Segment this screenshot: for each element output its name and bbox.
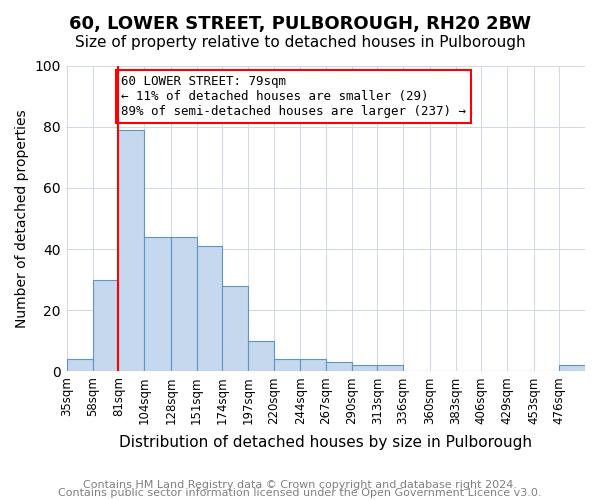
Bar bbox=[377, 366, 403, 372]
Bar bbox=[352, 366, 377, 372]
X-axis label: Distribution of detached houses by size in Pulborough: Distribution of detached houses by size … bbox=[119, 435, 532, 450]
Text: Contains public sector information licensed under the Open Government Licence v3: Contains public sector information licen… bbox=[58, 488, 542, 498]
Bar bbox=[274, 359, 301, 372]
Text: 60, LOWER STREET, PULBOROUGH, RH20 2BW: 60, LOWER STREET, PULBOROUGH, RH20 2BW bbox=[69, 15, 531, 33]
Bar bbox=[301, 359, 326, 372]
Text: Size of property relative to detached houses in Pulborough: Size of property relative to detached ho… bbox=[74, 35, 526, 50]
Bar bbox=[326, 362, 352, 372]
Text: Contains HM Land Registry data © Crown copyright and database right 2024.: Contains HM Land Registry data © Crown c… bbox=[83, 480, 517, 490]
Bar bbox=[93, 280, 118, 372]
Bar bbox=[197, 246, 222, 372]
Bar bbox=[144, 237, 171, 372]
Text: 60 LOWER STREET: 79sqm
← 11% of detached houses are smaller (29)
89% of semi-det: 60 LOWER STREET: 79sqm ← 11% of detached… bbox=[121, 74, 466, 118]
Bar bbox=[67, 359, 93, 372]
Bar bbox=[118, 130, 144, 372]
Bar bbox=[559, 366, 585, 372]
Bar bbox=[222, 286, 248, 372]
Bar bbox=[248, 341, 274, 372]
Y-axis label: Number of detached properties: Number of detached properties bbox=[15, 109, 29, 328]
Bar bbox=[171, 237, 197, 372]
